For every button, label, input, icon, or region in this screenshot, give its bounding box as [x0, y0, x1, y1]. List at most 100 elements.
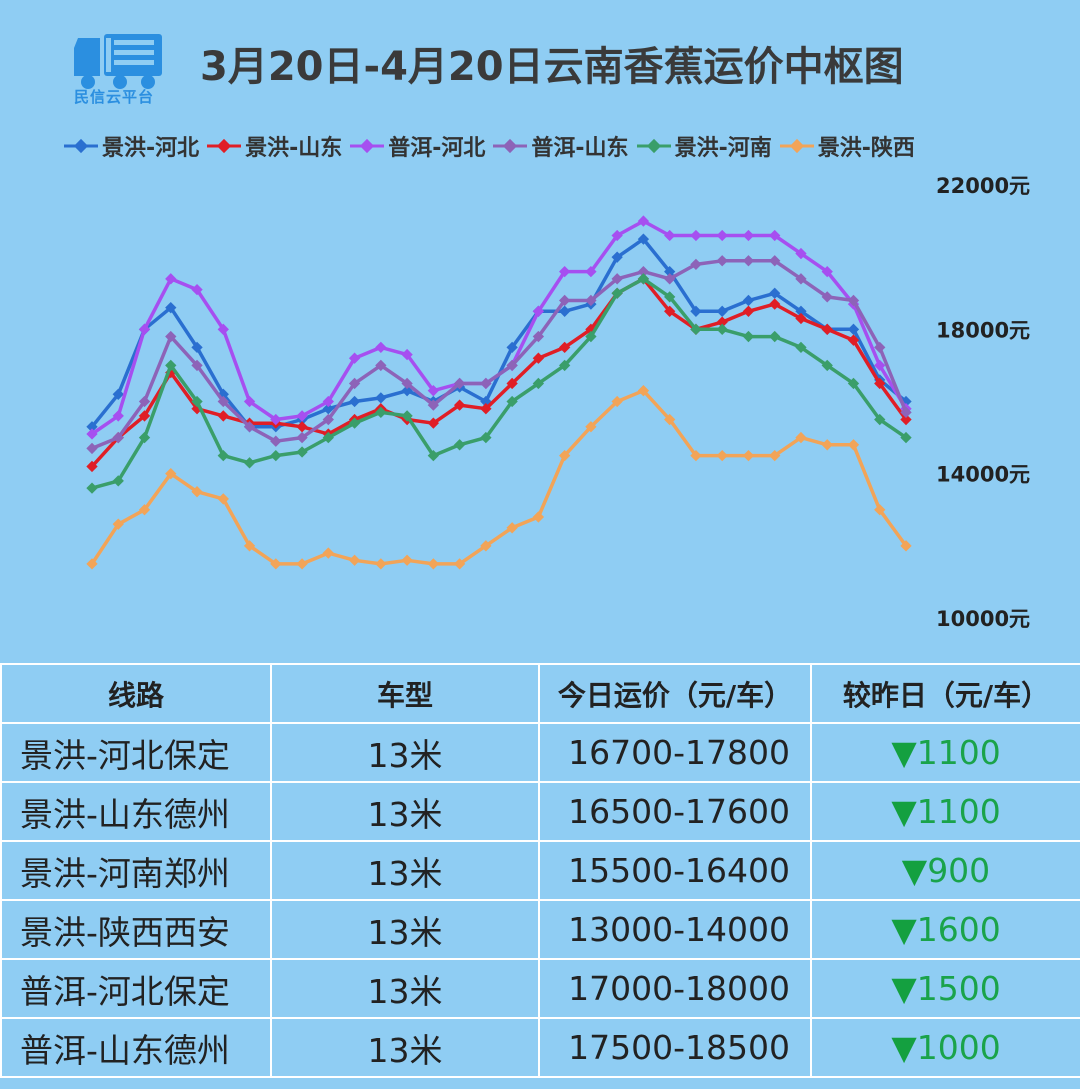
data-point — [532, 511, 545, 523]
data-point — [296, 558, 308, 570]
data-point — [664, 273, 676, 285]
vehicle-type-cell-text: 13米 — [367, 735, 443, 775]
change-value: 1100 — [916, 792, 1001, 831]
data-point — [874, 359, 886, 372]
data-point — [506, 341, 518, 354]
data-point — [270, 435, 282, 447]
down-arrow-icon: ▼ — [891, 733, 917, 772]
data-point — [874, 413, 886, 426]
data-point — [243, 457, 256, 469]
route-cell-text: 普洱-山东德州 — [20, 1030, 230, 1070]
data-point — [453, 399, 466, 411]
data-point — [348, 554, 361, 566]
data-point — [138, 431, 151, 444]
data-point — [112, 518, 124, 530]
route-cell: 普洱-河北保定 — [0, 958, 272, 1019]
data-point — [217, 449, 229, 462]
change-cell: ▼1500 — [810, 958, 1080, 1019]
price-cell: 13000-14000 — [538, 899, 812, 960]
legend-item: 景洪-河南 — [635, 130, 772, 162]
change-value: 1600 — [916, 910, 1001, 949]
data-point — [874, 504, 886, 516]
data-point — [138, 410, 151, 422]
data-point — [532, 305, 545, 317]
data-point — [716, 255, 728, 267]
data-point — [401, 377, 413, 390]
logo-text: 民信云平台 — [74, 88, 155, 106]
data-point — [322, 547, 334, 559]
data-point — [322, 431, 334, 444]
data-point — [690, 229, 702, 242]
data-point — [769, 298, 781, 310]
series-0 — [86, 233, 912, 433]
data-point — [322, 413, 334, 426]
legend-item: 景洪-山东 — [205, 130, 342, 162]
data-point — [270, 558, 282, 570]
data-point — [165, 468, 177, 480]
data-point — [322, 395, 334, 408]
data-point — [375, 359, 387, 372]
header-vehicle-type: 车型 — [270, 663, 540, 724]
price-cell-text: 17500-18500 — [568, 1028, 790, 1067]
route-cell: 景洪-山东德州 — [0, 781, 272, 842]
vehicle-type-cell-text: 13米 — [367, 794, 443, 834]
data-point — [296, 431, 308, 444]
data-point — [795, 431, 807, 444]
vehicle-type-cell: 13米 — [270, 840, 540, 901]
data-point — [716, 305, 728, 317]
data-point — [716, 323, 728, 335]
data-point — [900, 540, 912, 552]
data-point — [506, 359, 518, 372]
legend-key — [636, 138, 671, 154]
chart-legend: 景洪-河北 景洪-山东 普洱-河北 普洱-山东 景洪-河南 景洪-陕西 — [62, 130, 1072, 162]
data-point — [900, 431, 912, 444]
route-cell-text: 景洪-河北保定 — [20, 735, 230, 775]
price-cell-text: 15500-16400 — [568, 851, 790, 890]
data-point — [742, 255, 755, 267]
data-point — [138, 395, 151, 408]
data-point — [348, 352, 361, 364]
data-point — [243, 421, 256, 433]
data-point — [348, 395, 361, 408]
header-change: 较昨日（元/车） — [810, 663, 1080, 724]
price-cell: 16500-17600 — [538, 781, 812, 842]
data-point — [191, 486, 203, 498]
price-cell: 17500-18500 — [538, 1017, 812, 1078]
data-point — [401, 410, 413, 422]
data-point — [716, 229, 728, 242]
data-point — [716, 316, 728, 328]
vehicle-type-cell: 13米 — [270, 722, 540, 783]
legend-key — [779, 138, 814, 154]
data-point — [742, 229, 755, 242]
data-point — [532, 352, 545, 364]
series-line — [91, 219, 908, 436]
data-point — [480, 431, 492, 444]
data-point — [690, 323, 702, 335]
vehicle-type-cell-text: 13米 — [367, 1030, 443, 1070]
data-point — [558, 449, 571, 462]
data-point — [558, 359, 571, 372]
data-point — [585, 294, 597, 307]
table-row: 景洪-山东德州 13米 16500-17600 ▼1100 — [0, 781, 1080, 842]
data-point — [453, 377, 466, 390]
header-route: 线路 — [0, 663, 272, 724]
down-arrow-icon: ▼ — [891, 792, 917, 831]
data-point — [296, 410, 308, 422]
data-point — [742, 449, 755, 462]
data-point — [165, 273, 177, 285]
data-point — [716, 449, 728, 462]
y-tick-label: 18000元 — [936, 318, 1030, 342]
data-point — [637, 273, 650, 285]
header-today-price: 今日运价（元/车） — [538, 663, 812, 724]
data-point — [821, 291, 833, 303]
legend-item: 普洱-河北 — [348, 130, 485, 162]
data-point — [348, 377, 361, 390]
legend-label: 普洱-山东 — [531, 136, 629, 161]
route-cell: 普洱-山东德州 — [0, 1017, 272, 1078]
data-point — [742, 330, 755, 343]
price-cell-text: 16500-17600 — [568, 792, 790, 831]
data-point — [874, 341, 886, 354]
legend-label: 景洪-河北 — [102, 136, 200, 161]
data-point — [585, 330, 597, 343]
vehicle-type-cell-text: 13米 — [367, 971, 443, 1011]
